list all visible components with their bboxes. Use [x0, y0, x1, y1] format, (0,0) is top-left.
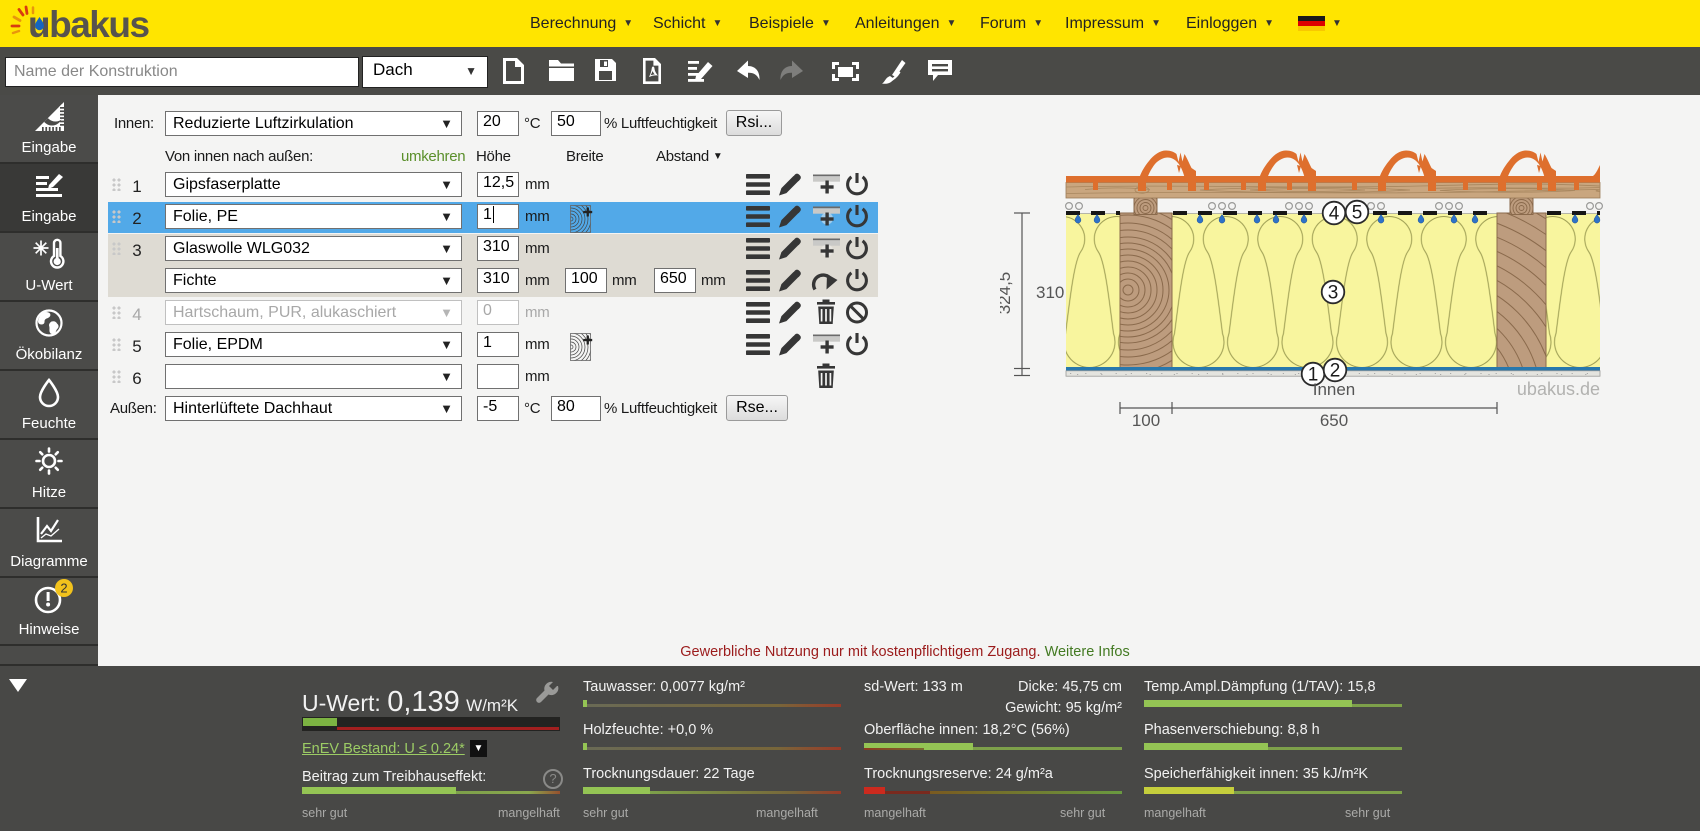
svg-text:100: 100: [1132, 411, 1160, 430]
svg-text:310: 310: [1036, 283, 1064, 302]
svg-text:2: 2: [60, 581, 67, 596]
svg-text:Innen: Innen: [1313, 380, 1356, 399]
svg-text:324,5: 324,5: [1000, 272, 1014, 315]
svg-text:ubakus: ubakus: [28, 4, 149, 44]
svg-text:1: 1: [1308, 365, 1319, 386]
svg-text:ubakus.de: ubakus.de: [1517, 379, 1600, 399]
svg-text:5: 5: [1352, 203, 1363, 224]
svg-text:650: 650: [1320, 411, 1348, 430]
svg-text:4: 4: [1329, 204, 1340, 225]
svg-text:2: 2: [1330, 361, 1341, 382]
svg-text:3: 3: [1328, 283, 1339, 304]
